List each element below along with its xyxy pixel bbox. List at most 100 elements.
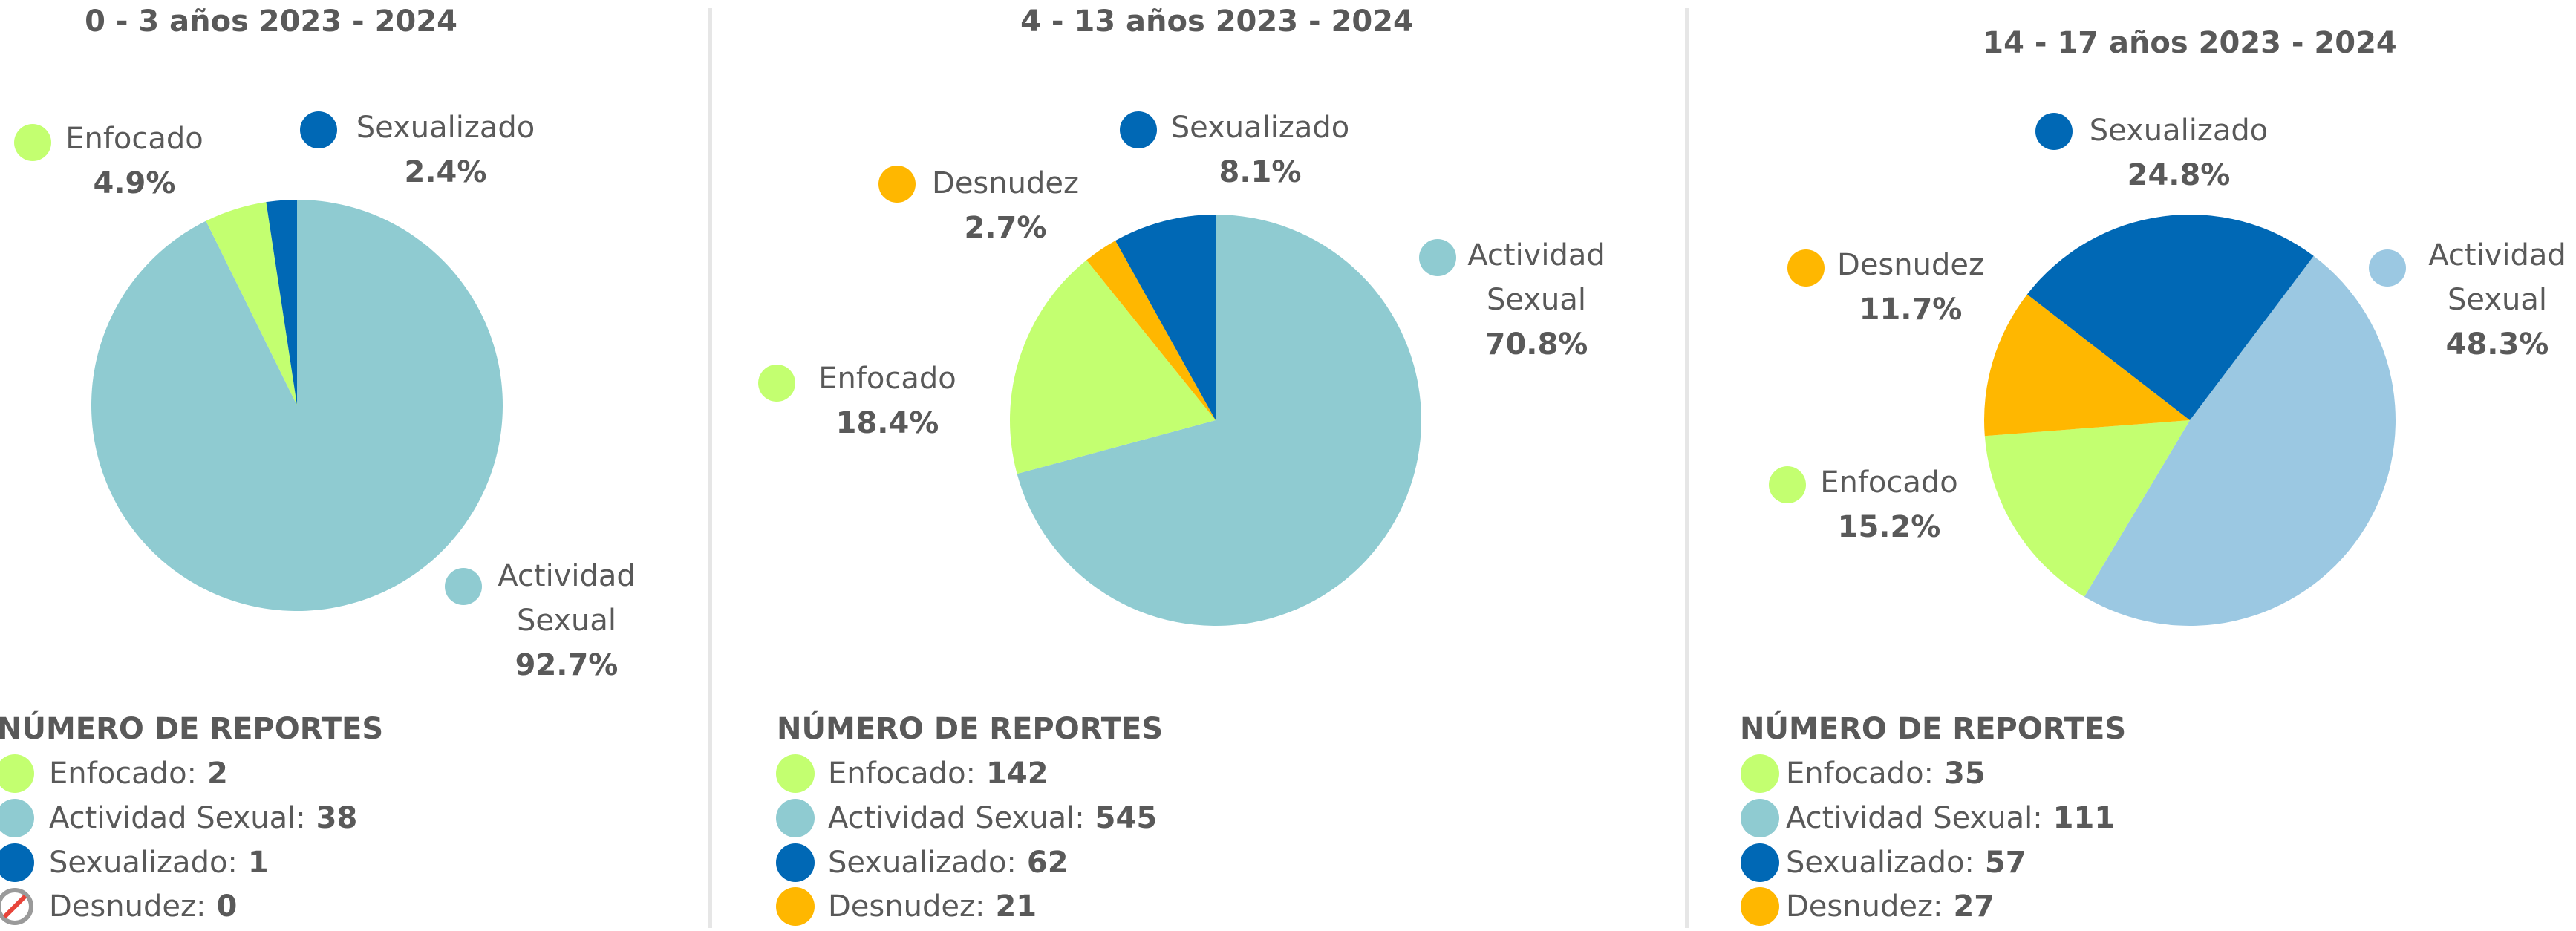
slice-name: Sexualizado	[356, 111, 535, 145]
label-swatch	[2035, 113, 2073, 150]
report-label: Enfocado:	[1786, 757, 1934, 791]
report-label: Enfocado:	[828, 757, 976, 791]
label-swatch	[1419, 239, 1456, 276]
label-swatch	[1769, 466, 1806, 503]
label-swatch	[878, 166, 916, 203]
report-label: Actividad Sexual:	[828, 801, 1085, 835]
report-count: 21	[995, 889, 1037, 924]
legend-swatch	[776, 799, 815, 837]
slice-percent: 11.7%	[1859, 293, 1963, 327]
slice-percent: 48.3%	[2445, 327, 2549, 362]
label-swatch	[14, 124, 51, 161]
label-swatch	[1787, 249, 1825, 287]
pie-slice	[206, 202, 297, 405]
slice-name: Enfocado	[818, 362, 956, 396]
legend-swatch	[1741, 799, 1779, 837]
slice-name: Desnudez	[1837, 248, 1984, 282]
label-swatch	[2369, 249, 2406, 287]
slice-name: Actividad Sexual	[1467, 238, 1605, 317]
pie-slice	[1009, 260, 1216, 474]
slice-label: Desnudez 2.7%	[909, 161, 1102, 250]
legend-swatch	[0, 754, 34, 793]
slice-label: Enfocado 18.4%	[798, 356, 976, 445]
legend-swatch	[0, 843, 34, 882]
report-count: 62	[1026, 846, 1069, 880]
slice-label: Enfocado 15.2%	[1800, 460, 1978, 549]
report-count: 57	[1984, 846, 2026, 880]
report-label: Actividad Sexual:	[49, 801, 306, 835]
report-count: 1	[247, 846, 269, 880]
report-label: Desnudez:	[828, 889, 985, 924]
report-count: 0	[216, 889, 238, 924]
pie-slice	[2084, 255, 2396, 627]
report-label: Sexualizado:	[1786, 846, 1975, 880]
pie-slice	[1017, 215, 1421, 626]
report-item: Desnudez: 27	[1786, 889, 1995, 924]
report-item: Actividad Sexual: 111	[1786, 801, 2115, 835]
legend-swatch	[1741, 887, 1779, 926]
report-item: Desnudez: 21	[828, 889, 1037, 924]
report-label: Sexualizado:	[49, 846, 238, 880]
slice-percent: 4.9%	[93, 166, 176, 200]
legend-swatch	[776, 754, 815, 793]
report-label: Actividad Sexual:	[1786, 801, 2043, 835]
report-item: Sexualizado: 57	[1786, 846, 2026, 880]
report-count: 142	[986, 757, 1049, 791]
report-count: 27	[1953, 889, 1995, 924]
slice-percent: 15.2%	[1837, 510, 1941, 544]
slice-percent: 2.4%	[404, 155, 487, 189]
slice-percent: 18.4%	[835, 406, 939, 440]
chart-title: 0 - 3 años 2023 - 2024	[85, 4, 457, 39]
report-count: 545	[1095, 801, 1158, 835]
slice-percent: 92.7%	[515, 648, 619, 682]
report-item: Enfocado: 35	[1786, 757, 1986, 791]
report-count: 2	[207, 757, 228, 791]
report-label: Desnudez:	[1786, 889, 1943, 924]
slice-label: Sexualizado 8.1%	[1149, 105, 1372, 195]
pie-slice	[266, 200, 297, 405]
label-swatch	[300, 111, 337, 148]
label-swatch	[1120, 111, 1157, 148]
slice-label: Sexualizado 2.4%	[334, 105, 557, 195]
report-count: 38	[316, 801, 358, 835]
reports-title: NÚMERO DE REPORTES	[0, 712, 384, 746]
pie-slice	[1984, 294, 2190, 437]
slice-label: Actividad Sexual 92.7%	[477, 554, 656, 687]
pie-slice	[2026, 214, 2314, 420]
reports-title: NÚMERO DE REPORTES	[1740, 712, 2127, 746]
slice-label: Sexualizado 24.8%	[2067, 108, 2290, 197]
report-item: Desnudez: 0	[49, 889, 237, 924]
label-swatch	[445, 568, 482, 605]
none-icon	[0, 888, 33, 925]
report-item: Actividad Sexual: 545	[828, 801, 1157, 835]
pie-slice	[1115, 215, 1216, 420]
slice-name: Desnudez	[932, 166, 1079, 200]
slice-name: Sexualizado	[2089, 114, 2269, 148]
slice-percent: 8.1%	[1219, 155, 1302, 189]
report-item: Sexualizado: 1	[49, 846, 269, 880]
slice-percent: 70.8%	[1484, 327, 1588, 362]
report-item: Sexualizado: 62	[828, 846, 1069, 880]
chart-title: 14 - 17 años 2023 - 2024	[1983, 26, 2397, 60]
report-label: Desnudez:	[49, 889, 206, 924]
pie-slice	[91, 200, 503, 611]
slice-name: Actividad Sexual	[2428, 238, 2566, 317]
slice-label: Actividad Sexual 48.3%	[2419, 233, 2575, 367]
legend-swatch	[776, 887, 815, 926]
slice-percent: 2.7%	[964, 211, 1047, 245]
report-count: 35	[1944, 757, 1986, 791]
none-icon-slash	[2, 894, 27, 919]
report-item: Enfocado: 142	[828, 757, 1049, 791]
report-label: Enfocado:	[49, 757, 198, 791]
chart-title: 4 - 13 años 2023 - 2024	[1020, 4, 1414, 39]
slice-label: Enfocado 4.9%	[45, 117, 224, 206]
legend-swatch	[776, 843, 815, 882]
report-label: Sexualizado:	[828, 846, 1017, 880]
legend-swatch	[1741, 754, 1779, 793]
slice-name: Enfocado	[65, 122, 203, 156]
pie-slice	[1984, 420, 2190, 597]
report-item: Enfocado: 2	[49, 757, 228, 791]
label-swatch	[758, 365, 795, 402]
